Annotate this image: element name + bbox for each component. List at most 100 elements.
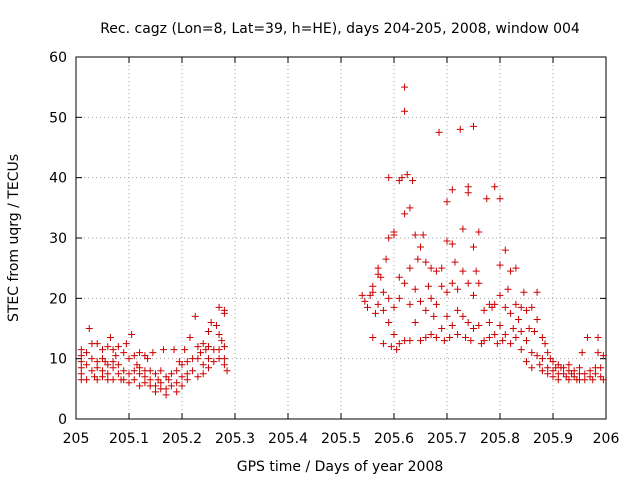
data-point — [120, 367, 128, 375]
data-point — [586, 367, 594, 375]
data-point — [136, 382, 144, 390]
data-point — [411, 231, 419, 239]
data-point — [83, 349, 91, 357]
x-tick-label: 205.5 — [321, 431, 361, 447]
y-tick-label: 30 — [49, 231, 67, 247]
data-point — [446, 334, 454, 342]
data-point — [395, 273, 403, 281]
data-point — [496, 291, 504, 299]
data-point — [215, 331, 223, 339]
data-point — [205, 364, 212, 372]
data-point — [538, 334, 546, 342]
data-point — [427, 331, 435, 339]
data-point — [218, 337, 226, 345]
data-point — [125, 355, 133, 363]
data-point — [141, 373, 149, 381]
data-point — [591, 370, 599, 378]
data-point — [361, 297, 369, 305]
data-point — [496, 321, 504, 329]
data-point — [93, 376, 101, 384]
data-point — [594, 334, 602, 342]
data-point — [578, 349, 586, 357]
data-point — [106, 334, 114, 342]
data-point — [454, 285, 462, 293]
data-point — [565, 376, 573, 384]
data-point — [109, 346, 117, 354]
x-tick-label: 205.3 — [215, 431, 255, 447]
data-point — [533, 315, 541, 323]
data-point — [512, 334, 520, 342]
data-point — [178, 382, 186, 390]
data-point — [125, 379, 133, 387]
data-point — [194, 355, 202, 363]
data-point — [83, 361, 91, 369]
axis-ticks — [75, 56, 607, 420]
x-tick-label: 206 — [593, 431, 620, 447]
y-tick-label: 10 — [49, 352, 67, 368]
data-point — [409, 177, 417, 185]
data-point — [523, 358, 530, 366]
data-point — [401, 279, 409, 287]
data-point — [178, 373, 186, 381]
data-point — [205, 343, 212, 351]
data-point — [599, 376, 607, 384]
data-point — [443, 288, 451, 296]
data-point — [406, 300, 414, 308]
data-point — [459, 312, 467, 320]
data-point — [454, 331, 462, 339]
data-point — [369, 288, 377, 296]
data-point — [77, 352, 85, 360]
data-point — [390, 331, 398, 339]
data-point — [181, 346, 189, 354]
data-point — [523, 306, 530, 314]
y-tick-label: 50 — [49, 110, 67, 126]
data-point — [401, 210, 409, 218]
data-point — [512, 264, 520, 272]
data-point — [403, 171, 411, 179]
data-point — [422, 258, 430, 266]
data-point — [480, 306, 488, 314]
data-point — [528, 349, 536, 357]
data-point — [512, 300, 520, 308]
data-point — [199, 340, 207, 348]
data-point — [501, 246, 509, 254]
data-point — [517, 328, 525, 336]
data-point — [379, 306, 387, 314]
data-point — [173, 379, 181, 387]
x-tick-label: 205.9 — [533, 431, 573, 447]
y-tick-label: 0 — [58, 412, 67, 428]
data-point — [125, 370, 133, 378]
data-point — [496, 195, 504, 203]
data-point — [152, 370, 159, 378]
x-tick-label: 205.1 — [109, 431, 149, 447]
data-point — [528, 303, 536, 311]
data-point — [427, 294, 435, 302]
data-point — [464, 318, 472, 326]
data-point — [215, 346, 223, 354]
data-point — [589, 376, 597, 384]
data-point — [207, 318, 215, 326]
data-point — [528, 364, 536, 372]
data-point — [170, 346, 178, 354]
data-point — [85, 325, 93, 332]
data-point — [448, 186, 456, 194]
data-point — [146, 376, 154, 384]
data-point — [417, 297, 424, 305]
data-point — [507, 267, 515, 275]
data-point — [130, 352, 138, 360]
data-point — [93, 340, 101, 348]
x-tick-label: 205.2 — [162, 431, 202, 447]
data-point — [470, 243, 477, 251]
data-point — [544, 370, 552, 378]
data-point — [93, 364, 101, 372]
data-point — [104, 343, 112, 351]
data-point — [570, 367, 578, 375]
y-axis-label: STEC from uqrg / TECUs — [6, 154, 22, 322]
data-point — [157, 379, 165, 387]
data-point — [530, 328, 538, 336]
data-point — [114, 343, 122, 351]
data-point — [152, 382, 159, 390]
data-point — [186, 334, 194, 342]
x-axis-label: GPS time / Days of year 2008 — [237, 459, 444, 475]
